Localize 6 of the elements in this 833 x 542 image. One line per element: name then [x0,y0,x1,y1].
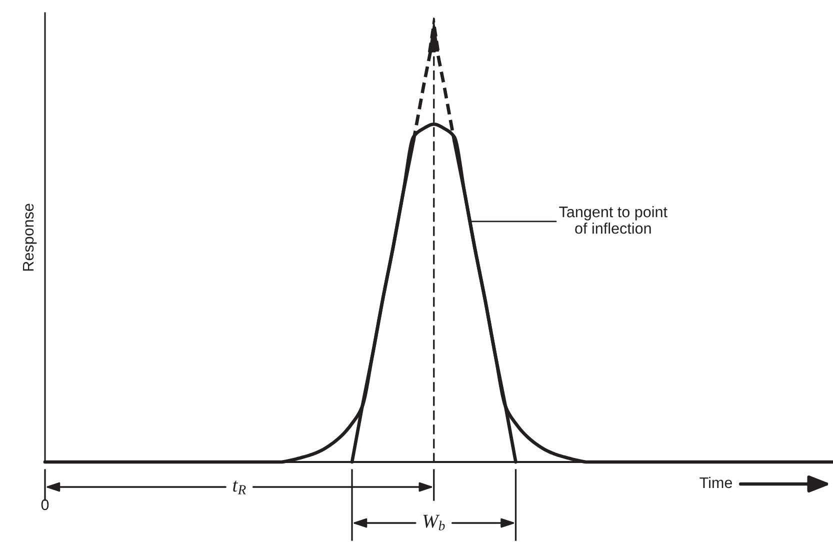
text: 0 [41,499,49,510]
x-axis-title: Time [700,476,732,488]
text: t$_{R}$ [233,480,246,494]
y-axis-title: Response [22,204,37,271]
annotation: Tangent to point of inflection [559,206,668,234]
text: W$_{b}$ [423,514,445,530]
